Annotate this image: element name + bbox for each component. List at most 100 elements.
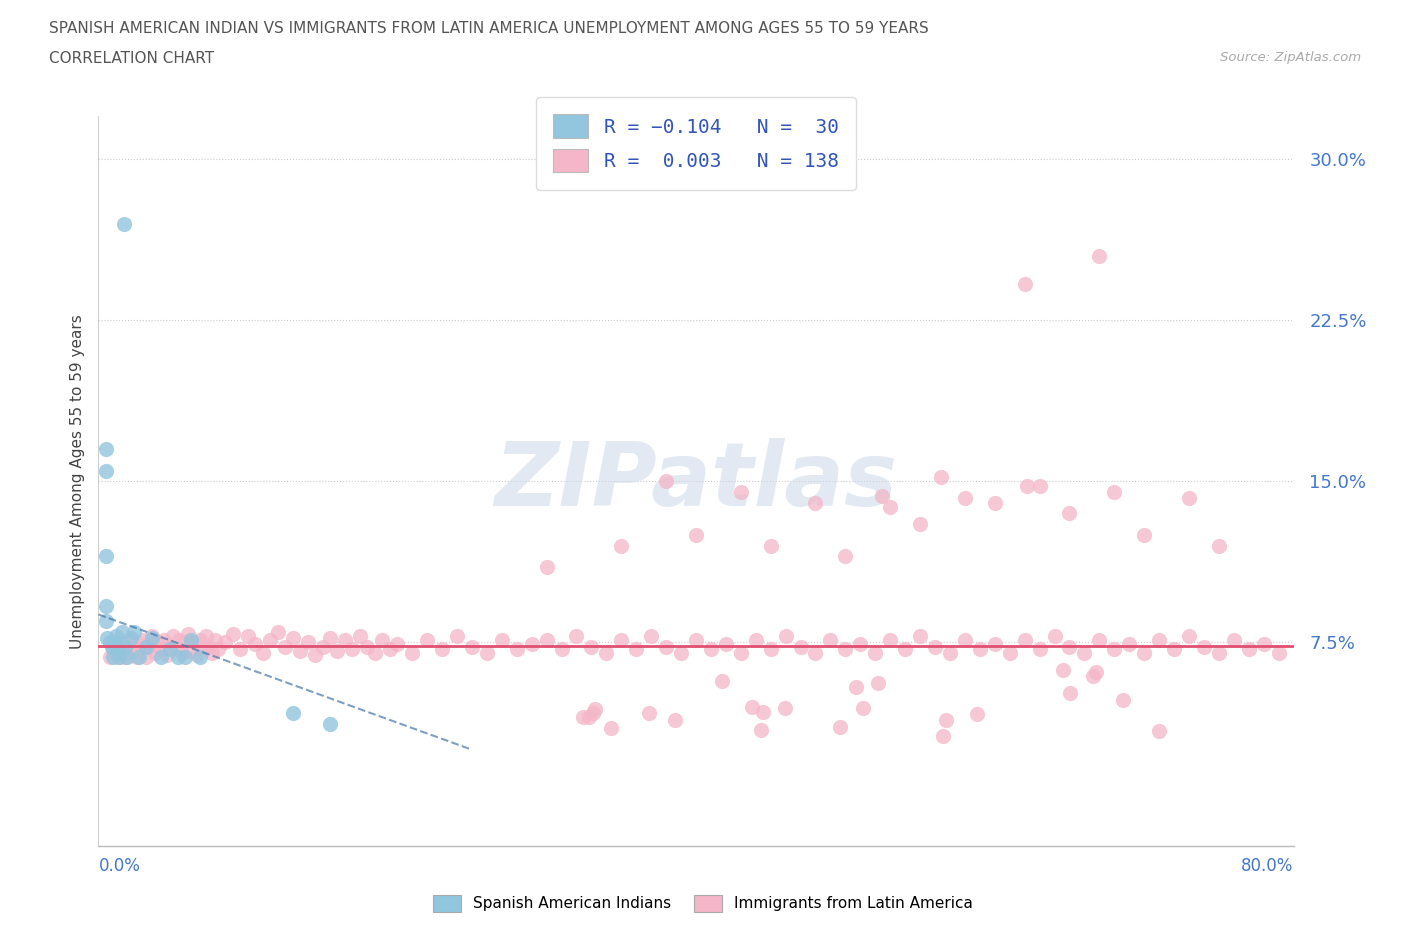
Point (108, 650, 131, 665)
Point (207, 642, 229, 657)
Point (105, 645, 128, 660)
Point (267, 624, 290, 639)
Point (129, 637, 152, 652)
Point (550, 642, 572, 657)
Point (1163, 642, 1185, 657)
Point (156, 648, 179, 663)
Point (565, 629, 588, 644)
Point (655, 639, 678, 654)
Point (214, 635, 236, 650)
Point (229, 642, 252, 657)
Legend: Spanish American Indians, Immigrants from Latin America: Spanish American Indians, Immigrants fro… (427, 889, 979, 918)
Point (150, 650, 173, 665)
Text: 80.0%: 80.0% (1241, 857, 1294, 875)
Point (177, 626, 200, 641)
Point (789, 639, 811, 654)
Point (166, 650, 188, 665)
Point (700, 642, 723, 657)
Text: CORRELATION CHART: CORRELATION CHART (49, 51, 214, 66)
Point (114, 639, 136, 654)
Point (167, 632, 190, 647)
Point (94, 614, 117, 629)
Point (741, 700, 763, 715)
Point (188, 632, 211, 647)
Point (165, 642, 187, 657)
Legend: R = −0.104   N =  30, R =  0.003   N = 138: R = −0.104 N = 30, R = 0.003 N = 138 (536, 97, 856, 190)
Point (1118, 637, 1140, 652)
Point (711, 673, 734, 688)
Point (319, 716, 342, 731)
Point (108, 650, 131, 665)
Point (759, 642, 782, 657)
Point (319, 631, 342, 645)
Point (94, 598, 117, 613)
Point (461, 639, 484, 654)
Point (879, 632, 901, 647)
Text: ZIPatlas: ZIPatlas (495, 438, 897, 525)
Point (595, 645, 617, 660)
Point (1253, 637, 1275, 652)
Point (135, 639, 157, 654)
Point (124, 642, 146, 657)
Point (752, 704, 775, 719)
Point (804, 645, 827, 660)
Point (1017, 478, 1039, 493)
Point (865, 645, 887, 660)
Point (1028, 478, 1050, 493)
Point (491, 632, 513, 647)
Point (1014, 632, 1036, 647)
Point (115, 650, 138, 665)
Text: Source: ZipAtlas.com: Source: ZipAtlas.com (1220, 51, 1361, 64)
Text: 0.0%: 0.0% (98, 857, 141, 875)
Point (931, 729, 953, 744)
Point (105, 629, 128, 644)
Point (908, 517, 931, 532)
Point (929, 470, 952, 485)
Point (101, 639, 124, 654)
Point (775, 629, 797, 644)
Point (714, 637, 737, 652)
Point (236, 629, 259, 644)
Point (259, 632, 281, 647)
Point (141, 629, 163, 644)
Point (120, 631, 142, 645)
Point (94, 463, 117, 478)
Point (385, 637, 409, 652)
Point (749, 723, 772, 737)
Point (845, 680, 868, 695)
Point (98, 650, 122, 665)
Point (112, 216, 135, 231)
Point (174, 635, 197, 650)
Point (1147, 724, 1170, 738)
Point (655, 474, 678, 489)
Point (174, 650, 197, 665)
Point (342, 642, 364, 657)
Point (204, 632, 226, 647)
Point (198, 639, 221, 654)
Point (1028, 642, 1050, 657)
Point (104, 635, 127, 650)
Point (135, 650, 157, 665)
Point (872, 489, 894, 504)
Point (1088, 248, 1111, 263)
Point (138, 639, 160, 654)
Point (828, 720, 851, 735)
Point (640, 629, 662, 644)
Point (180, 632, 202, 647)
Point (953, 491, 976, 506)
Point (834, 642, 856, 657)
Point (127, 650, 149, 665)
Point (378, 642, 401, 657)
Point (191, 642, 214, 657)
Point (297, 635, 319, 650)
Point (1059, 506, 1081, 521)
Point (141, 631, 163, 645)
Point (506, 642, 529, 657)
Point (599, 721, 621, 736)
Point (1237, 642, 1260, 657)
Point (1147, 632, 1170, 647)
Point (1133, 527, 1156, 542)
Point (274, 639, 297, 654)
Point (94, 442, 117, 457)
Point (1088, 632, 1111, 647)
